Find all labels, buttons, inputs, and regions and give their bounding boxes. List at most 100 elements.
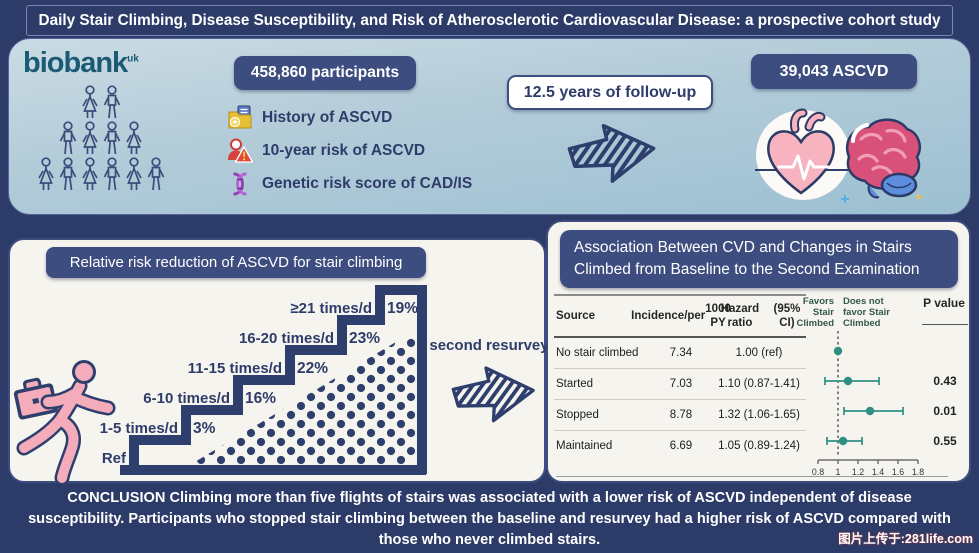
followup-duration-badge: 12.5 years of follow-up: [507, 75, 713, 110]
table-cell: 1.32 (1.06-1.65): [718, 409, 800, 421]
participants-count-badge: 458,860 participants: [234, 56, 416, 90]
table-cell: 1.10 (0.87-1.41): [718, 378, 800, 390]
person-figure-icon: [82, 85, 98, 119]
list-item-label: History of ASCVD: [262, 108, 393, 126]
favors-label: Climbed: [797, 318, 835, 329]
forest-point: [843, 376, 853, 386]
stair-value-label: 19%: [387, 300, 418, 317]
stair-category-label: 1-5 times/d: [100, 420, 178, 437]
right-arrow-icon: [451, 366, 535, 423]
favors-label: Stair: [813, 307, 834, 318]
person-figure-icon: [126, 121, 142, 155]
person-figure-icon: [82, 121, 98, 155]
p-value-header: P value: [923, 296, 965, 310]
table-cell: 1.05 (0.89-1.24): [718, 440, 800, 452]
stair-category-label: 16-20 times/d: [239, 330, 334, 347]
person-figure-icon: [147, 157, 165, 191]
favors-label: Favors: [803, 296, 834, 307]
table-cell: Maintained: [556, 440, 613, 452]
stair-dots-fill: [188, 330, 416, 466]
page-title: Daily Stair Climbing, Disease Susceptibi…: [26, 5, 953, 36]
forest-point: [838, 436, 848, 446]
x-tick-label: 1.2: [852, 467, 864, 477]
watermark: 图片上传于:281life.com: [838, 532, 973, 546]
person-figure-icon: [103, 157, 121, 191]
table-cell: 8.78: [669, 409, 693, 421]
resurvey-label: second resurvey: [429, 337, 549, 354]
stair-value-label: 23%: [349, 330, 380, 347]
table-header-row: Source Incidence/per 1000 PY Hazard ratio (9…: [554, 296, 806, 338]
staircase-chart: Ref 1-5 times/d 3% 6-10 times/d 16% 11-15 tim…: [100, 285, 427, 475]
participants-pyramid-icon: [38, 85, 165, 191]
p-value: 0.55: [933, 434, 957, 448]
stair-climbing-chart-panel: Relative risk reduction of ASCVD for sta…: [8, 238, 549, 485]
table-cell: Started: [556, 378, 594, 390]
table-row: Started 7.03 1.10 (0.87-1.41): [554, 369, 806, 400]
person-warning-icon: [228, 138, 253, 163]
x-tick-label: 0.8: [812, 467, 824, 477]
list-item-label: 10-year risk of ASCVD: [262, 141, 426, 159]
table-row: Stopped 8.78 1.32 (1.06-1.65): [554, 400, 806, 431]
list-item-label: Genetic risk score of CAD/IS: [262, 174, 473, 192]
list-item-genetic-risk: Genetic risk score of CAD/IS: [227, 167, 472, 200]
biobank-logo: biobankuk: [23, 47, 139, 80]
forest-point: [833, 346, 843, 356]
person-figure-icon: [103, 85, 121, 119]
stair-category-label: 11-15 times/d: [188, 360, 282, 377]
table-cell: No stair climbed: [556, 347, 639, 359]
right-arrow-icon: [567, 123, 656, 183]
table-cell: Stopped: [556, 409, 599, 421]
person-figure-icon: [126, 157, 142, 191]
not-favor-label: Does not: [843, 296, 884, 307]
p-value: 0.01: [933, 404, 957, 418]
hazard-ratio-table: Source Incidence/per 1000 PY Hazard ratio (9…: [554, 294, 806, 461]
person-figure-icon: [82, 157, 98, 191]
stair-category-label: 6-10 times/d: [143, 390, 230, 407]
stair-value-label: 3%: [193, 420, 216, 437]
table-cell: 7.03: [669, 378, 693, 390]
stair-category-label: Ref: [102, 450, 127, 467]
risk-factor-list: History of ASCVD 10-year risk of ASCVD G…: [227, 101, 472, 200]
stair-value-label: 16%: [245, 390, 276, 407]
ascvd-count-badge: 39,043 ASCVD: [751, 54, 917, 89]
x-tick-label: 1.8: [912, 467, 924, 477]
conclusion-text: CONCLUSION Climbing more than five fligh…: [0, 486, 979, 553]
person-figure-icon: [103, 121, 121, 155]
left-panel-header: Relative risk reduction of ASCVD for sta…: [46, 247, 426, 278]
table-cell: 7.34: [669, 347, 693, 359]
not-favor-label: favor Stair: [843, 307, 890, 318]
table-bottom-rule: [556, 476, 948, 477]
biobank-logo-text: biobank: [23, 47, 128, 79]
stair-steps: [129, 285, 427, 470]
stair-value-label: 22%: [297, 360, 328, 377]
p-value-underline: [922, 324, 968, 325]
table-cell: 6.69: [669, 440, 693, 452]
right-panel-header: Association Between CVD and Changes in S…: [560, 230, 958, 288]
table-header-cell: Hazard ratio (95% CI): [720, 302, 801, 329]
heart-brain-illustration: [755, 108, 922, 203]
list-item-ten-year-risk: 10-year risk of ASCVD: [227, 134, 472, 167]
biobank-logo-sup: uk: [127, 53, 139, 65]
person-figure-icon: [59, 157, 77, 191]
list-item-history: History of ASCVD: [227, 101, 472, 134]
p-value: 0.43: [933, 374, 957, 388]
person-figure-icon: [59, 121, 77, 155]
stair-category-label: ≥21 times/d: [290, 300, 372, 317]
walking-person-icon: [13, 360, 116, 485]
table-header-cell: Incidence/per 1000 PY: [631, 302, 731, 329]
table-row: No stair climbed 7.34 1.00 (ref): [554, 338, 806, 369]
dna-icon: [233, 171, 247, 196]
forest-point: [865, 406, 875, 416]
study-overview-panel: biobankuk 458,860 participants History o…: [8, 38, 971, 215]
table-row: Maintained 6.69 1.05 (0.89-1.24): [554, 431, 806, 461]
person-figure-icon: [38, 157, 54, 191]
folder-plus-icon: [228, 105, 252, 128]
association-table-panel: Association Between CVD and Changes in S…: [546, 220, 971, 483]
table-header-cell: Source: [556, 309, 595, 322]
not-favor-label: Climbed: [843, 318, 881, 329]
x-tick-label: 1: [836, 467, 841, 477]
x-tick-label: 1.4: [872, 467, 884, 477]
x-tick-label: 1.6: [892, 467, 904, 477]
table-cell: 1.00 (ref): [735, 347, 783, 359]
